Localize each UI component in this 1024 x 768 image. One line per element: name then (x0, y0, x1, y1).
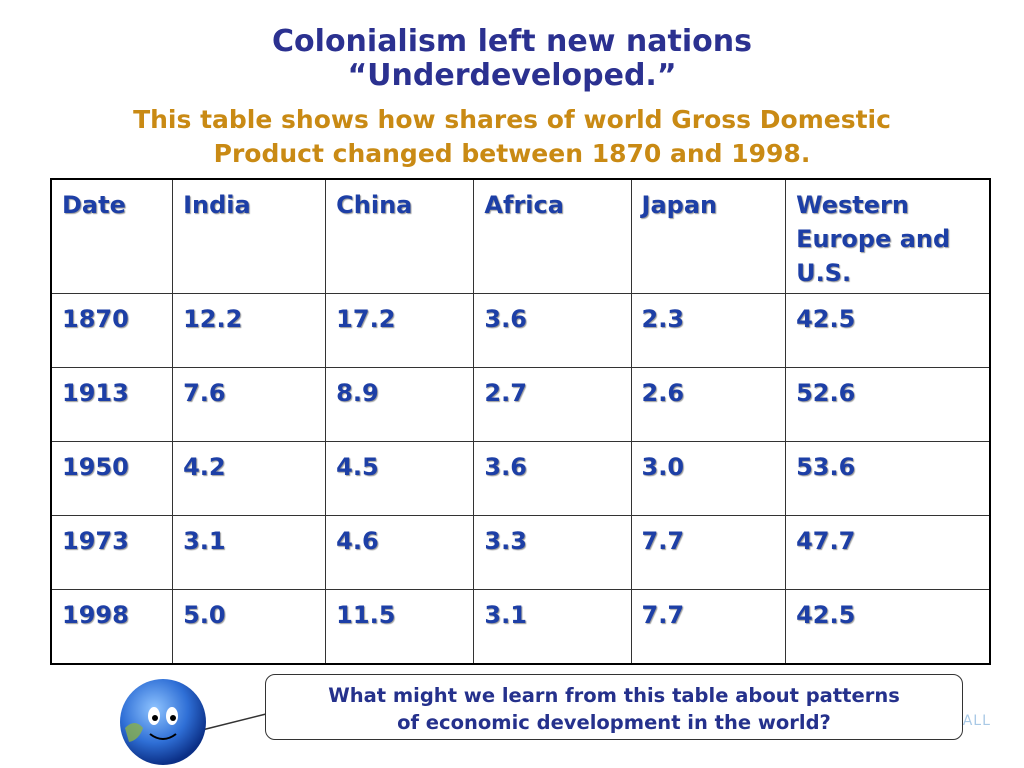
table-cell: 1973 (50, 515, 174, 590)
table-cell: 11.5 (325, 589, 475, 665)
header-cell: Africa (473, 178, 632, 294)
header-row: Date India China Africa Japan Western Europe … (50, 178, 991, 294)
table-cell: 3.0 (630, 441, 787, 516)
table-cell: 7.7 (630, 515, 787, 590)
table-cell: 3.1 (172, 515, 327, 590)
table-cell: 2.3 (630, 293, 787, 368)
header-cell: Japan (630, 178, 787, 294)
table-cell: 3.6 (473, 441, 632, 516)
callout-box: What might we learn from this table abou… (265, 674, 963, 740)
table-row: 1973 3.1 4.6 3.3 7.7 47.7 (50, 515, 991, 590)
table-cell: 1870 (50, 293, 174, 368)
table-row: 1870 12.2 17.2 3.6 2.3 42.5 (50, 293, 991, 368)
table-cell: 2.7 (473, 367, 632, 442)
table-cell: 47.7 (785, 515, 991, 590)
title-line: Colonialism left new nations (272, 24, 752, 59)
table-cell: 4.6 (325, 515, 475, 590)
table-row: 1998 5.0 11.5 3.1 7.7 42.5 (50, 589, 991, 665)
table-cell: 2.6 (630, 367, 787, 442)
header-cell: China (325, 178, 475, 294)
table-cell: 3.3 (473, 515, 632, 590)
header-cell: India (172, 178, 327, 294)
header-cell: Date (50, 178, 174, 294)
table-cell: 3.1 (473, 589, 632, 665)
table-cell: 1950 (50, 441, 174, 516)
table-cell: 42.5 (785, 293, 991, 368)
subtitle-line: This table shows how shares of world Gro… (133, 105, 891, 134)
table-row: 1913 7.6 8.9 2.7 2.6 52.6 (50, 367, 991, 442)
table-cell: 1998 (50, 589, 174, 665)
gdp-table: Date India China Africa Japan Western Europe … (50, 178, 991, 665)
table-cell: 12.2 (172, 293, 327, 368)
table-cell: 1913 (50, 367, 174, 442)
table-cell: 17.2 (325, 293, 475, 368)
table-cell: 7.6 (172, 367, 327, 442)
globe-icon (120, 679, 267, 765)
table-cell: 5.0 (172, 589, 327, 665)
table-cell: 4.5 (325, 441, 475, 516)
table-cell: 7.7 (630, 589, 787, 665)
subtitle-line: Product changed between 1870 and 1998. (213, 139, 811, 168)
table-cell: 8.9 (325, 367, 475, 442)
table-cell: 3.6 (473, 293, 632, 368)
table-cell: 53.6 (785, 441, 991, 516)
table-row: 1950 4.2 4.5 3.6 3.0 53.6 (50, 441, 991, 516)
title-line: “Underdeveloped.” (347, 58, 677, 93)
table-cell: 42.5 (785, 589, 991, 665)
callout-line: of economic development in the world? (397, 711, 831, 734)
table-cell: 4.2 (172, 441, 327, 516)
callout-line: What might we learn from this table abou… (328, 684, 900, 707)
header-cell: Western Europe and U.S. (785, 178, 991, 294)
table-cell: 52.6 (785, 367, 991, 442)
